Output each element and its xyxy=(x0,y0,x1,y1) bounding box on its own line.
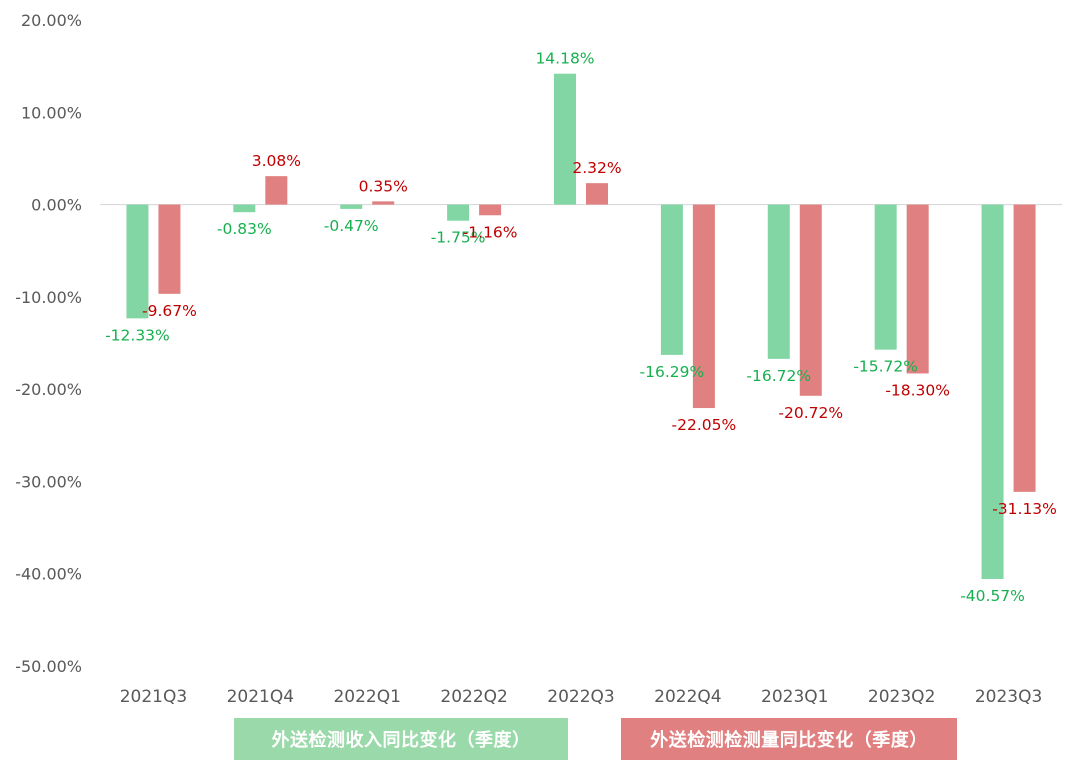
bar-revenue xyxy=(447,204,470,221)
data-label-volume: -31.13% xyxy=(992,500,1057,518)
data-label-revenue: -12.33% xyxy=(105,326,170,344)
x-tick-label: 2023Q2 xyxy=(868,687,935,707)
bar-volume xyxy=(1013,204,1036,492)
x-tick-label: 2021Q4 xyxy=(227,687,294,707)
legend-volume-label: 外送检测检测量同比变化（季度） xyxy=(650,730,928,751)
x-tick-label: 2022Q2 xyxy=(440,687,507,707)
data-label-volume: -20.72% xyxy=(778,404,843,422)
bar-revenue xyxy=(767,204,790,359)
data-label-volume: -9.67% xyxy=(142,302,197,320)
y-tick-label: 10.00% xyxy=(21,103,82,122)
data-label-revenue: -1.75% xyxy=(431,229,486,247)
bar-volume xyxy=(799,204,822,396)
data-label-revenue: 14.18% xyxy=(535,50,594,68)
x-tick-label: 2023Q3 xyxy=(975,687,1042,707)
data-label-revenue: -0.47% xyxy=(324,217,379,235)
x-tick-label: 2022Q4 xyxy=(654,687,721,707)
data-label-revenue: -40.57% xyxy=(960,587,1025,605)
bar-volume xyxy=(265,176,288,205)
bar-revenue xyxy=(126,204,149,319)
legend-volume: 外送检测检测量同比变化（季度） xyxy=(621,718,957,760)
y-tick-label: 0.00% xyxy=(31,196,82,215)
bar-revenue xyxy=(233,204,256,213)
data-label-volume: -22.05% xyxy=(672,416,737,434)
bar-revenue xyxy=(554,73,576,205)
x-tick-label: 2023Q1 xyxy=(761,687,828,707)
bar-volume xyxy=(479,204,502,216)
data-label-revenue: -16.72% xyxy=(746,367,811,385)
legend-revenue: 外送检测收入同比变化（季度） xyxy=(234,718,568,760)
x-tick-label: 2021Q3 xyxy=(120,687,187,707)
x-tick-label: 2022Q1 xyxy=(333,687,400,707)
y-tick-label: -20.00% xyxy=(15,380,82,399)
data-label-volume: 0.35% xyxy=(359,177,408,195)
bar-volume xyxy=(372,201,395,205)
y-tick-label: 20.00% xyxy=(21,11,82,30)
bar-volume xyxy=(906,204,929,374)
bar-revenue xyxy=(660,204,683,355)
data-label-volume: -1.16% xyxy=(463,223,518,241)
legend-revenue-label: 外送检测收入同比变化（季度） xyxy=(271,730,531,751)
bar-revenue xyxy=(340,204,363,209)
bar-revenue xyxy=(981,204,1004,579)
bar-volume xyxy=(158,204,181,294)
bar-volume xyxy=(692,204,715,409)
data-label-volume: 2.32% xyxy=(572,159,621,177)
y-tick-label: -40.00% xyxy=(15,565,82,584)
bar-revenue xyxy=(874,204,897,350)
data-label-revenue: -16.29% xyxy=(640,363,705,381)
data-label-volume: 3.08% xyxy=(252,152,301,170)
x-tick-label: 2022Q3 xyxy=(547,687,614,707)
data-label-revenue: -15.72% xyxy=(853,358,918,376)
y-tick-label: -50.00% xyxy=(15,657,82,676)
bar-volume xyxy=(586,183,608,205)
y-tick-label: -10.00% xyxy=(15,288,82,307)
data-label-volume: -18.30% xyxy=(885,381,950,399)
y-tick-label: -30.00% xyxy=(15,472,82,491)
data-label-revenue: -0.83% xyxy=(217,220,272,238)
